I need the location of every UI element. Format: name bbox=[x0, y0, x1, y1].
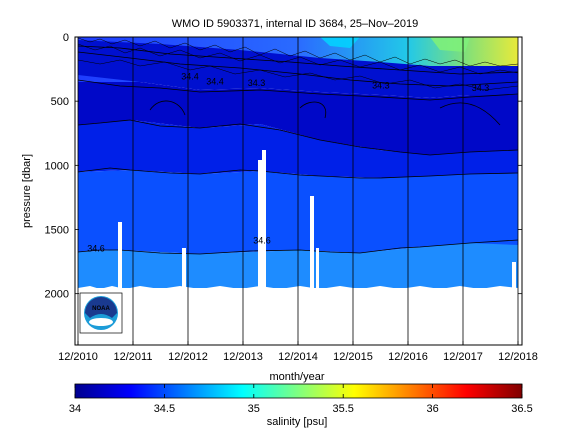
contour-label: 34.3 bbox=[472, 83, 490, 93]
colorbar: 34 34.5 35 35.5 36 36.5 salinity [psu] bbox=[69, 383, 533, 428]
y-tick-label: 1000 bbox=[45, 160, 69, 172]
contour-label: 34.3 bbox=[372, 80, 390, 90]
axes-frame bbox=[74, 36, 523, 346]
x-tick-label: 12/2013 bbox=[223, 351, 263, 363]
colorbar-label: salinity [psu] bbox=[267, 416, 328, 428]
x-tick-label: 12/2011 bbox=[114, 351, 153, 363]
colorbar-ticks: 34 34.5 35 35.5 36 36.5 bbox=[69, 384, 533, 415]
surface-max-2 bbox=[430, 37, 470, 52]
colorbar-gradient bbox=[74, 383, 523, 399]
surface-contours bbox=[77, 37, 519, 91]
contour-label: 34.3 bbox=[248, 78, 266, 88]
x-tick-label: 12/2014 bbox=[278, 351, 318, 363]
x-tick-label: 12/2015 bbox=[333, 351, 373, 363]
colorbar-tick-label: 35 bbox=[248, 403, 260, 415]
y-tick-label: 0 bbox=[63, 32, 69, 44]
svg-text:NOAA: NOAA bbox=[92, 306, 110, 312]
x-axis-label: month/year bbox=[269, 371, 324, 383]
y-tick-label: 2000 bbox=[45, 289, 69, 301]
y-tick-label: 500 bbox=[51, 96, 69, 108]
contour-labels: 34.4 34.4 34.3 34.3 34.3 34.6 34.6 bbox=[87, 71, 489, 253]
plot-area: 34.4 34.4 34.3 34.3 34.3 34.6 34.6 NOAA bbox=[74, 36, 523, 346]
y-axis: 0 500 1000 1500 2000 bbox=[45, 32, 522, 301]
colorbar-tick-label: 34.5 bbox=[154, 403, 175, 415]
colorbar-tick-label: 34 bbox=[69, 403, 81, 415]
colorbar-tick-label: 36.5 bbox=[511, 403, 532, 415]
data-gaps bbox=[118, 150, 516, 288]
x-tick-label: 12/2018 bbox=[498, 351, 538, 363]
x-tick-label: 12/2017 bbox=[443, 351, 483, 363]
x-tick-label: 12/2010 bbox=[58, 351, 98, 363]
colorbar-tick-label: 36 bbox=[426, 403, 438, 415]
surface-max bbox=[320, 37, 360, 48]
contour-label: 34.4 bbox=[206, 76, 224, 86]
noaa-logo: NOAA bbox=[79, 292, 123, 334]
x-axis: 12/2010 12/2011 12/2012 12/2013 12/2014 12/20… bbox=[58, 341, 538, 363]
contours bbox=[77, 45, 519, 255]
colorbar-tick-label: 35.5 bbox=[332, 403, 353, 415]
x-tick-label: 12/2012 bbox=[168, 351, 208, 363]
contour-label: 34.4 bbox=[181, 71, 199, 81]
contour-label: 34.6 bbox=[87, 243, 105, 253]
y-axis-label: pressure [dbar] bbox=[21, 154, 33, 228]
x-tick-label: 12/2016 bbox=[388, 351, 428, 363]
contour-label: 34.6 bbox=[253, 236, 271, 246]
y-tick-label: 1500 bbox=[45, 225, 69, 237]
chart-title: WMO ID 5903371, internal ID 3684, 25–Nov… bbox=[172, 18, 418, 30]
